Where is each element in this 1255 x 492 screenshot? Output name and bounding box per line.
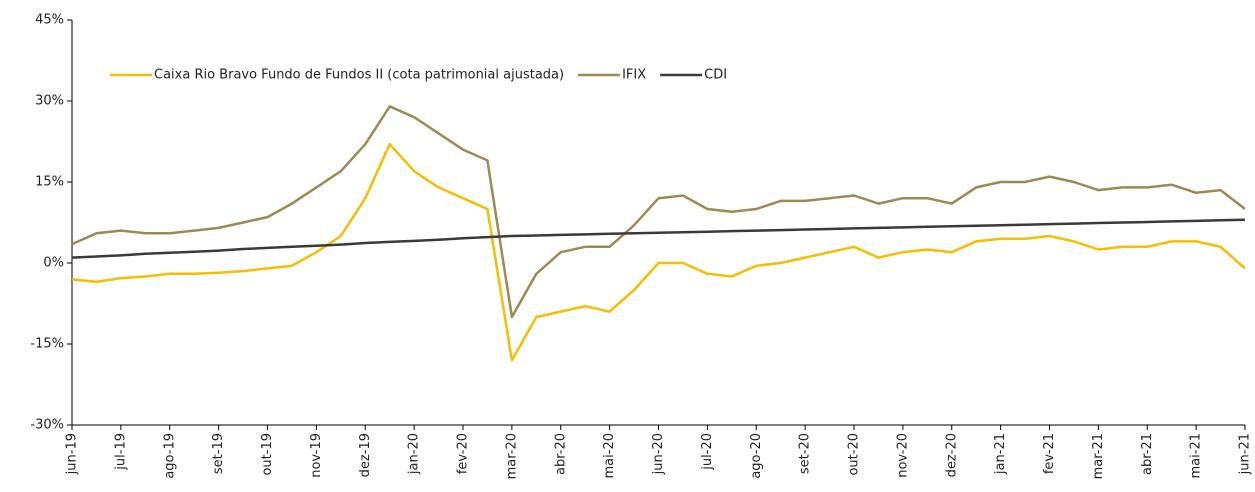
x-tick-label: jun-21: [1238, 433, 1253, 475]
x-tick-label: jul-19: [113, 433, 128, 471]
y-tick-label: -30%: [30, 418, 64, 433]
x-tick-label: jun-19: [65, 433, 80, 475]
x-tick-label: ago-19: [162, 433, 177, 479]
x-tick-label: mar-20: [504, 433, 519, 479]
y-tick-label: 30%: [35, 94, 64, 109]
y-tick-label: 45%: [35, 13, 64, 28]
x-tick-label: jan-20: [407, 433, 422, 475]
x-tick-label: abr-21: [1140, 433, 1155, 475]
legend-label: IFIX: [622, 68, 646, 83]
x-tick-label: out-20: [847, 433, 862, 476]
y-tick-label: -15%: [30, 337, 64, 352]
x-tick-label: fev-20: [456, 433, 471, 474]
x-tick-label: set-19: [211, 433, 226, 474]
series-line: [71, 218, 1246, 259]
legend-label: CDI: [704, 68, 727, 83]
x-tick-label: abr-20: [553, 433, 568, 475]
x-tick-label: ago-20: [749, 433, 764, 479]
y-tick-label: 15%: [35, 175, 64, 190]
x-tick-label: set-20: [798, 433, 813, 474]
x-tick-label: dez-19: [358, 433, 373, 477]
x-tick-label: out-19: [260, 433, 275, 476]
x-tick-label: jul-20: [700, 433, 715, 471]
x-tick-label: mar-21: [1091, 433, 1106, 479]
x-tick-label: dez-20: [944, 433, 959, 477]
x-tick-label: jan-21: [993, 433, 1008, 475]
legend-label: Caixa Rio Bravo Fundo de Fundos II (cota…: [154, 68, 564, 83]
y-tick-label: 0%: [43, 256, 64, 271]
x-tick-label: nov-20: [895, 433, 910, 478]
x-tick-label: mai-20: [602, 433, 617, 478]
x-tick-label: fev-21: [1042, 433, 1057, 474]
series-line: [71, 105, 1246, 319]
x-tick-label: jun-20: [651, 433, 666, 475]
x-tick-label: nov-19: [309, 433, 324, 478]
series-line: [71, 142, 1246, 362]
x-tick-label: mai-21: [1189, 433, 1204, 478]
